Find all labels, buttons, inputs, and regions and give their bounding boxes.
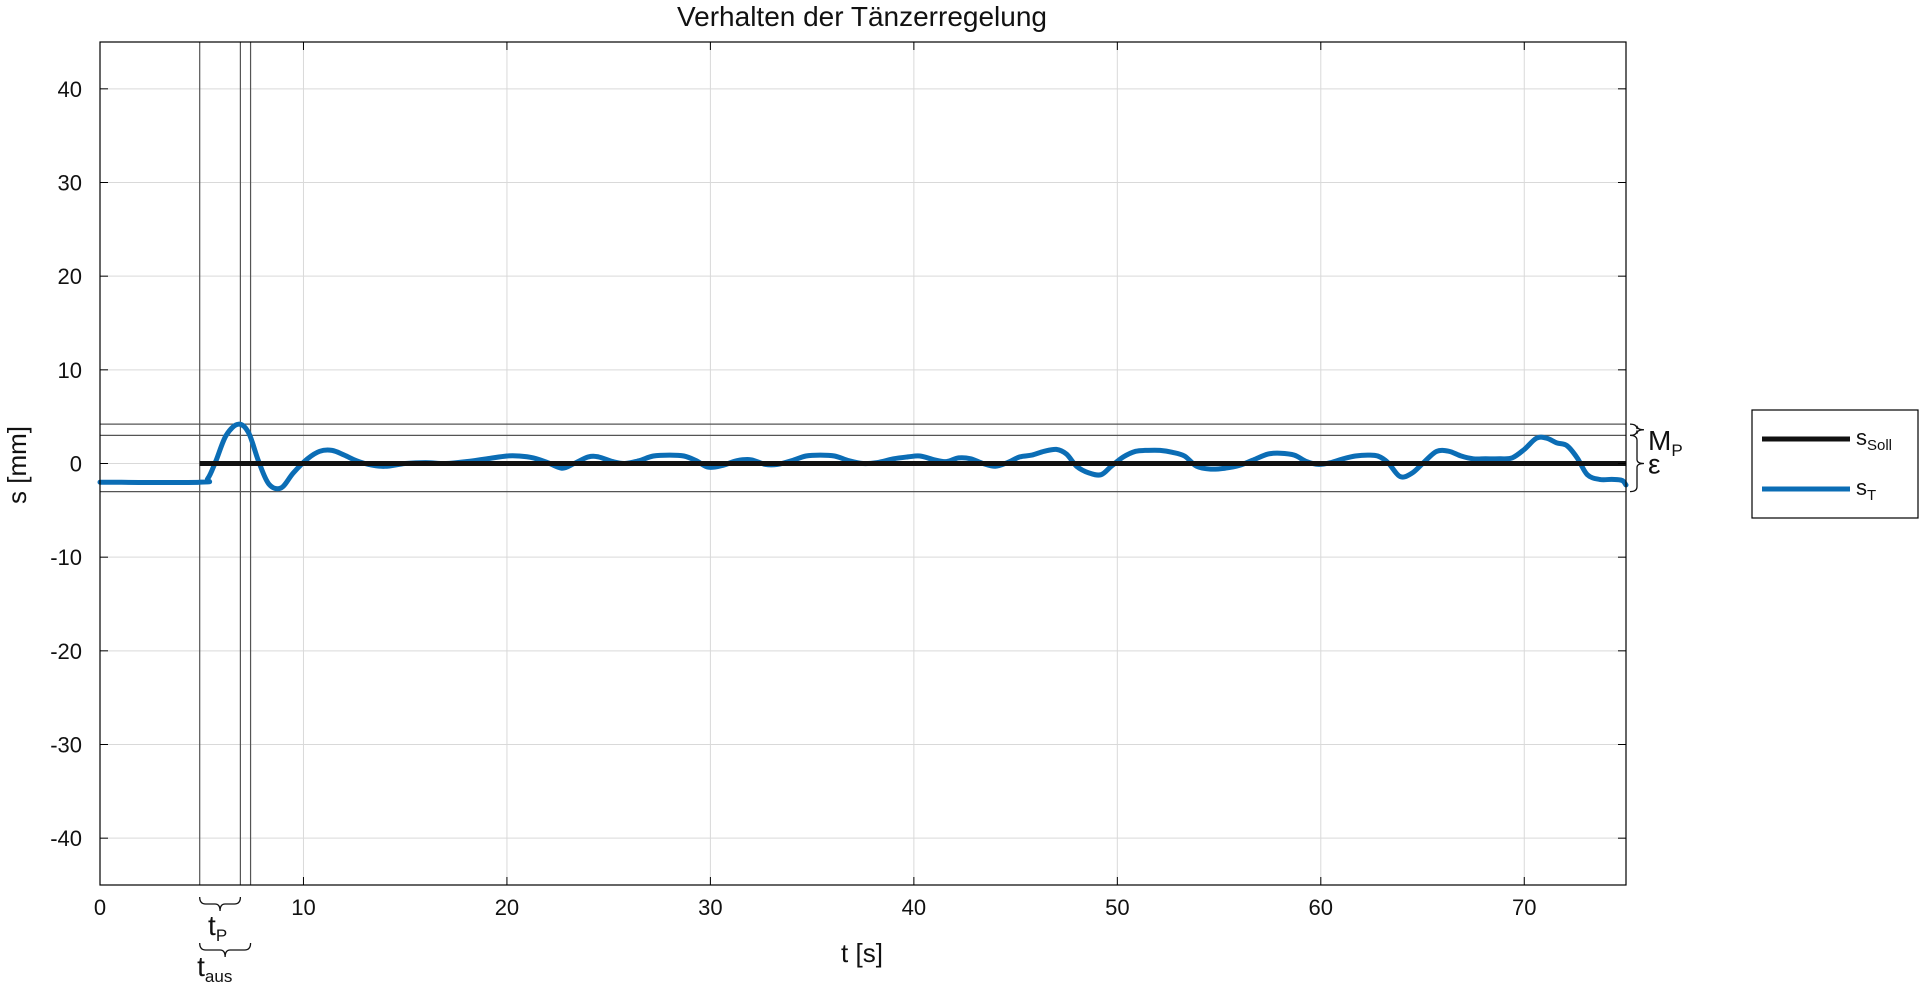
x-tick-label: 10 xyxy=(291,895,315,920)
series-layer xyxy=(97,421,1629,492)
x-tick-label: 40 xyxy=(902,895,926,920)
epsilon-brace xyxy=(1629,434,1645,493)
y-tick-label: 40 xyxy=(58,77,82,102)
taus-brace xyxy=(199,942,252,958)
legend-box xyxy=(1751,409,1919,519)
taus-label: taus xyxy=(197,951,232,986)
tp-label: tP xyxy=(208,910,227,945)
chart-title: Verhalten der Tänzerregelung xyxy=(677,1,1047,32)
y-tick-label: -20 xyxy=(50,639,82,664)
x-tick-labels: 0 10 20 30 40 50 60 70 xyxy=(94,42,1537,920)
x-tick-label: 0 xyxy=(94,895,106,920)
x-tick-label: 50 xyxy=(1105,895,1129,920)
y-tick-label: 30 xyxy=(58,171,82,196)
legend-label-ist: sT xyxy=(1856,475,1876,504)
y-tick-label: -10 xyxy=(50,545,82,570)
mp-label: MP xyxy=(1648,425,1683,460)
x-tick-label: 30 xyxy=(698,895,722,920)
legend: sSoll sT xyxy=(1751,409,1919,519)
y-tick-label: -40 xyxy=(50,826,82,851)
x-tick-label: 60 xyxy=(1309,895,1333,920)
x-axis-label: t [s] xyxy=(841,938,883,968)
x-tick-label: 20 xyxy=(495,895,519,920)
series-line-s-t xyxy=(97,421,1629,492)
y-tick-label: -30 xyxy=(50,733,82,758)
y-tick-label: 10 xyxy=(58,358,82,383)
mp-brace xyxy=(1629,423,1645,437)
legend-label-soll: sSoll xyxy=(1856,425,1892,454)
y-tick-label: 20 xyxy=(58,264,82,289)
annotations: tP taus MP ε xyxy=(197,423,1683,986)
y-tick-label: 0 xyxy=(70,452,82,477)
epsilon-label: ε xyxy=(1648,449,1660,480)
y-tick-labels: 40 30 20 10 0 -10 -20 -30 -40 xyxy=(50,77,1626,851)
y-axis-label: s [mm] xyxy=(2,426,32,504)
x-tick-label: 70 xyxy=(1512,895,1536,920)
tp-brace xyxy=(199,896,242,912)
